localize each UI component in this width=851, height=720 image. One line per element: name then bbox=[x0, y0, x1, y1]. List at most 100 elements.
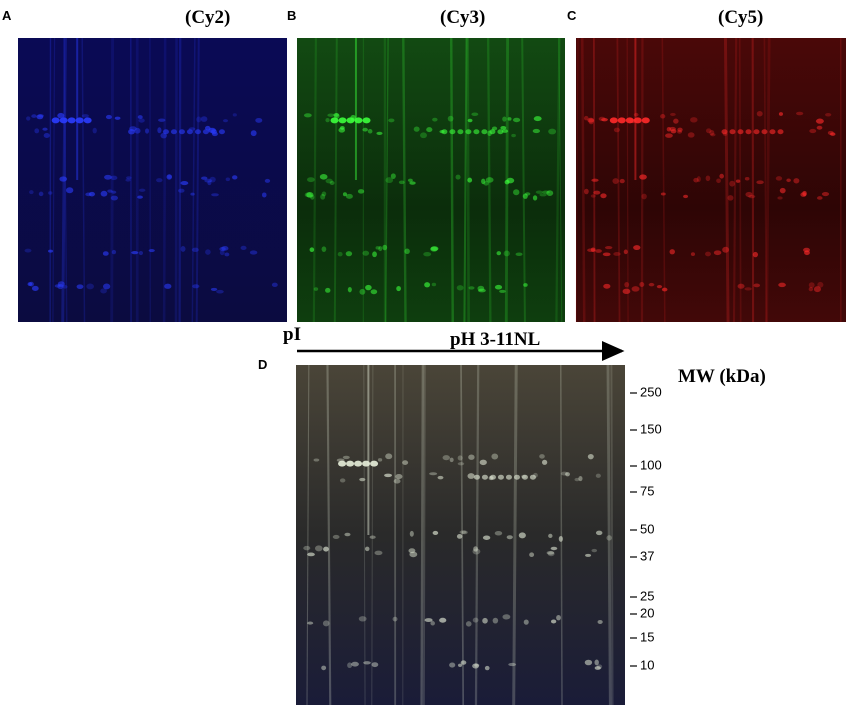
gel-spot bbox=[374, 550, 383, 556]
gel-spot bbox=[62, 284, 68, 289]
gel-spot bbox=[633, 112, 639, 117]
gel-spot bbox=[778, 282, 786, 288]
gel-spot bbox=[164, 283, 172, 289]
gel-spot bbox=[468, 454, 475, 460]
gel-spot bbox=[325, 287, 331, 293]
gel-spot bbox=[57, 283, 64, 290]
gel-spot bbox=[505, 474, 512, 480]
gel-spot bbox=[314, 545, 323, 552]
gel-spot bbox=[595, 249, 602, 253]
gel-spot bbox=[354, 117, 363, 124]
gel-spot bbox=[595, 473, 601, 478]
gel-spot bbox=[426, 127, 433, 133]
gel-streak bbox=[575, 37, 579, 323]
gel-spot bbox=[449, 662, 456, 668]
gel-spot bbox=[319, 174, 328, 180]
gel-spot bbox=[65, 187, 74, 194]
gel-spot bbox=[719, 173, 724, 179]
gel-spot bbox=[81, 114, 89, 118]
gel-spot bbox=[594, 659, 599, 666]
gel-spot bbox=[641, 193, 647, 200]
gel-spot bbox=[359, 288, 366, 295]
gel-spot bbox=[601, 118, 608, 122]
gel-spot bbox=[59, 117, 68, 124]
gel-spot bbox=[92, 127, 97, 134]
gel-spot bbox=[456, 534, 463, 539]
gel-spot bbox=[363, 661, 371, 665]
gel-spot bbox=[677, 127, 683, 132]
gel-spot bbox=[34, 128, 40, 134]
gel-spot bbox=[753, 129, 760, 135]
gel-spot bbox=[29, 190, 34, 195]
gel-spot bbox=[481, 129, 488, 135]
gel-spot bbox=[382, 244, 388, 251]
gel-spot bbox=[57, 281, 65, 287]
gel-streak bbox=[385, 37, 389, 323]
gel-spot bbox=[808, 282, 815, 288]
gel-spot bbox=[134, 127, 141, 134]
gel-spot bbox=[696, 176, 701, 183]
gel-spot bbox=[378, 246, 383, 252]
gel-streak bbox=[110, 37, 115, 323]
gel-spot bbox=[178, 129, 185, 135]
gel-spot bbox=[761, 129, 768, 135]
gel-spot bbox=[821, 191, 830, 197]
gel-spot bbox=[264, 178, 271, 183]
gel-spot bbox=[395, 473, 403, 480]
panel-title: (Cy3) bbox=[440, 7, 485, 28]
gel-spot bbox=[600, 193, 607, 199]
gel-spot bbox=[377, 458, 383, 462]
gel-spot bbox=[209, 176, 216, 183]
gel-spot bbox=[670, 129, 677, 134]
gel-spot bbox=[624, 282, 630, 288]
gel-spot bbox=[617, 117, 626, 124]
gel-spot bbox=[753, 283, 761, 288]
gel-spot bbox=[413, 126, 420, 132]
gel-streak bbox=[661, 37, 666, 323]
gel-streak bbox=[178, 37, 182, 323]
gel-spot bbox=[225, 177, 231, 182]
gel-spot bbox=[522, 193, 528, 199]
gel-spot bbox=[481, 474, 488, 480]
gel-spot bbox=[769, 129, 776, 135]
gel-spot bbox=[633, 117, 642, 124]
gel-spot bbox=[37, 114, 44, 118]
gel-spot bbox=[240, 245, 247, 250]
gel-spot bbox=[392, 616, 398, 622]
gel-spot bbox=[471, 112, 479, 117]
marker-label: 150 bbox=[640, 421, 662, 436]
panel-title: (Cy5) bbox=[718, 7, 763, 28]
gel-spot bbox=[744, 177, 750, 181]
gel-spot bbox=[665, 133, 673, 138]
gel-streak bbox=[521, 37, 526, 323]
gel-spot bbox=[709, 129, 715, 136]
gel-spot bbox=[191, 247, 199, 253]
gel-spot bbox=[271, 282, 278, 287]
gel-spot bbox=[371, 662, 379, 668]
marker-label: 100 bbox=[640, 457, 662, 472]
gel-spot bbox=[494, 284, 503, 290]
gel-spot bbox=[48, 249, 54, 253]
gel-spot bbox=[313, 287, 319, 291]
gel-spot bbox=[194, 129, 201, 135]
gel-spot bbox=[210, 129, 217, 135]
gel-spot bbox=[409, 181, 416, 185]
gel-spot bbox=[126, 176, 132, 180]
gel-spot bbox=[201, 176, 208, 180]
gel-spot bbox=[648, 282, 655, 287]
gel-spot bbox=[574, 477, 580, 482]
gel-spot bbox=[465, 129, 472, 135]
gel-spot bbox=[307, 177, 315, 183]
gel-streak bbox=[512, 364, 518, 706]
gel-spot bbox=[107, 189, 113, 193]
gel-spot bbox=[114, 116, 121, 120]
marker-label: 20 bbox=[640, 605, 654, 620]
gel-streak bbox=[555, 37, 561, 323]
gel-spot bbox=[342, 192, 347, 197]
gel-spot bbox=[744, 287, 752, 291]
gel-spot bbox=[558, 535, 563, 542]
gel-spot bbox=[365, 284, 372, 291]
gel-spot bbox=[721, 129, 728, 135]
gel-spot bbox=[158, 118, 166, 122]
gel-spot bbox=[345, 251, 353, 257]
